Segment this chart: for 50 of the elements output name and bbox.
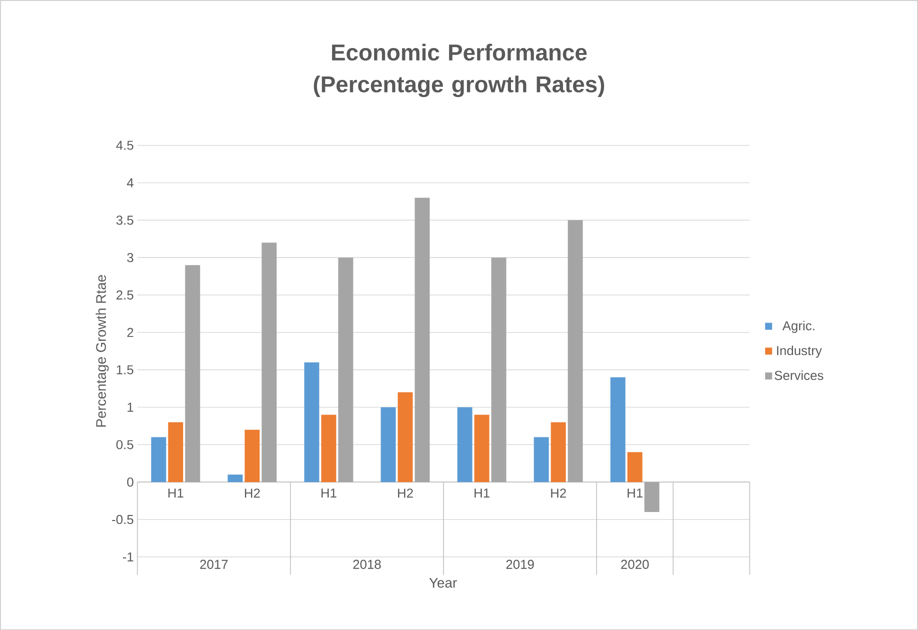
x-axis-title: Year [429,578,457,588]
y-tick-label: 4 [126,178,134,188]
bar [321,414,336,482]
y-tick-label: -0.5 [112,514,134,524]
bar [627,452,642,482]
chart-title: Economic Performance (Percentage growth Rates) [314,44,604,97]
bar [338,257,354,482]
x-tick-label: H2 [551,488,566,498]
bar [457,407,472,482]
text: 2020 [621,560,649,569]
x-tick-label: H1 [322,488,336,498]
legend-label: Agric. [782,320,814,333]
y-tick-label: 1.5 [116,365,134,374]
legend-label: Services [774,370,824,380]
bar [185,264,200,482]
bar [491,257,506,482]
y-axis-title: Percentage Growth Rtae [96,274,109,427]
bar [644,482,660,512]
bar [568,220,583,482]
bar [414,198,430,482]
text: 2018 [353,560,381,569]
x-tick-label: H1 [474,488,490,498]
y-tick-label: 0 [127,477,134,487]
y-tick-label: 1 [128,402,134,412]
bar [168,422,184,482]
bar [534,437,549,482]
y-tick-label: -1 [122,552,134,562]
y-tick-label: 2 [127,328,134,337]
x-tick-label: H1 [168,488,184,498]
bar [610,377,626,482]
bar [228,474,243,482]
y-tick-label: 3.5 [116,215,134,225]
bar [151,437,166,482]
bar [380,407,396,482]
y-tick-label: 4.5 [116,140,134,150]
x-tick-label: H2 [244,488,260,498]
legend-label: Industry [777,346,822,358]
bar [244,430,260,482]
bar [262,242,277,482]
bar [398,392,413,482]
bar [474,414,490,482]
y-tick-label: 0.5 [116,440,134,450]
y-tick-label: 3 [127,252,134,262]
text: 2017 [200,560,228,569]
x-tick-label: H1 [628,488,643,498]
text: 2019 [506,560,534,569]
bar [550,422,566,482]
bar [304,362,320,482]
x-tick-label: H2 [398,488,413,498]
y-tick-label: 2.5 [116,290,134,300]
